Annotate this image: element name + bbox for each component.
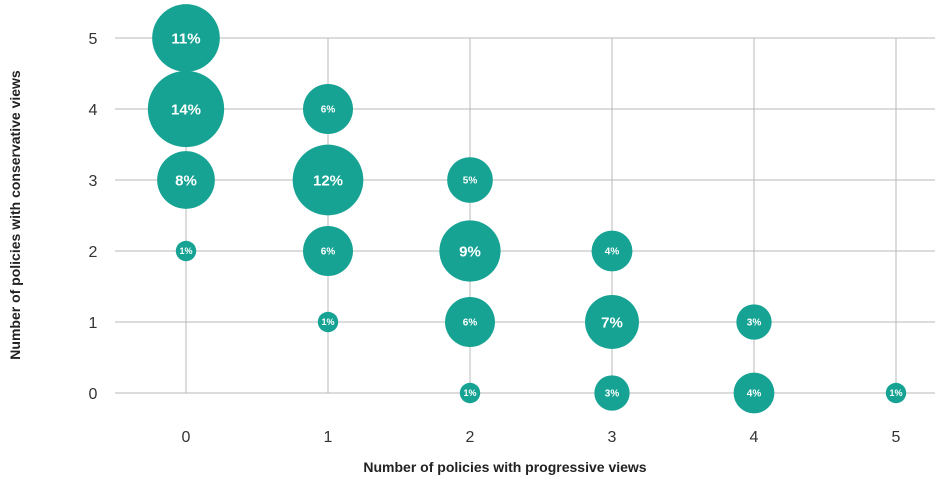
bubble-label: 8%	[175, 172, 197, 189]
bubble-label: 12%	[313, 172, 343, 189]
bubble-point	[585, 295, 639, 349]
bubble-label: 3%	[747, 318, 762, 329]
bubble-label: 7%	[601, 314, 623, 331]
bubble-label: 6%	[321, 247, 336, 258]
bubble-label: 3%	[605, 389, 620, 400]
y-tick-label: 0	[89, 386, 98, 403]
vertical-grid-lines	[185, 38, 897, 393]
y-tick-label: 5	[89, 31, 98, 48]
bubble-point	[157, 151, 215, 209]
bubble-point	[147, 70, 225, 148]
y-tick-label: 2	[89, 244, 98, 261]
bubble-label: 14%	[171, 101, 201, 118]
bubble-point	[175, 240, 197, 262]
bubble-label: 6%	[321, 105, 336, 116]
bubble-point	[736, 304, 772, 340]
x-tick-label: 3	[608, 429, 617, 446]
y-tick-label: 3	[89, 173, 98, 190]
bubble-point	[594, 375, 630, 411]
bubble-point	[303, 226, 353, 276]
bubbles: 11% 14% 8% 1% 6% 12% 6% 1% 5% 9% 6% 1% 4% 7% 3% 3% 4% 1%	[147, 4, 907, 414]
bubble-label: 5%	[463, 176, 478, 187]
x-tick-label: 5	[892, 429, 901, 446]
bubble-point	[439, 220, 501, 282]
bubble-point	[445, 297, 495, 347]
x-tick-label: 0	[182, 429, 191, 446]
x-tick-label: 2	[466, 429, 475, 446]
bubble-point	[317, 311, 339, 333]
bubble-point	[292, 144, 364, 216]
bubble-label: 1%	[179, 246, 192, 256]
bubble-label: 4%	[747, 389, 762, 400]
bubble-label: 4%	[605, 247, 620, 258]
y-axis-ticks: 0 1 2 3 4 5	[89, 31, 98, 403]
x-tick-label: 4	[750, 429, 759, 446]
bubble-point	[447, 157, 493, 203]
bubble-label: 1%	[889, 388, 902, 398]
y-axis-title: Number of policies with conservative vie…	[7, 70, 23, 360]
bubble-point	[152, 4, 220, 72]
bubble-point	[733, 372, 775, 414]
bubble-point	[591, 230, 633, 272]
y-tick-label: 1	[89, 315, 98, 332]
bubble-label: 11%	[171, 30, 200, 47]
bubble-point	[303, 84, 353, 134]
x-axis-title: Number of policies with progressive view…	[363, 459, 646, 475]
bubble-point	[459, 382, 481, 404]
bubble-label: 6%	[463, 318, 478, 329]
x-tick-label: 1	[324, 429, 333, 446]
x-axis-ticks: 0 1 2 3 4 5	[182, 429, 901, 446]
bubble-label: 9%	[459, 243, 481, 260]
bubble-label: 1%	[463, 388, 476, 398]
bubble-label: 1%	[321, 317, 334, 327]
y-tick-label: 4	[89, 102, 98, 119]
horizontal-grid-lines	[115, 37, 935, 394]
bubble-point	[885, 382, 907, 404]
